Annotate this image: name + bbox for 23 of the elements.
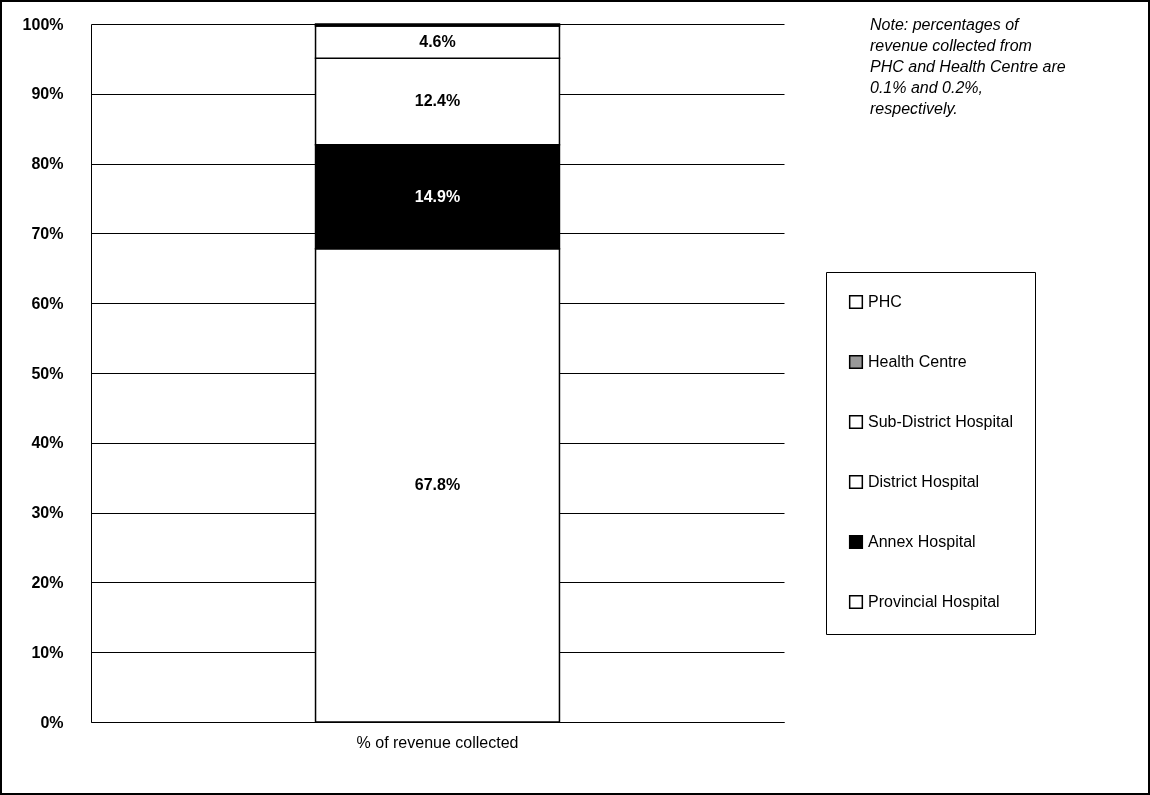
- legend-label: Sub-District Hospital: [868, 413, 1013, 430]
- legend-label: PHC: [868, 293, 902, 310]
- y-tick-label: 40%: [31, 434, 64, 452]
- legend-label: Provincial Hospital: [868, 593, 1000, 610]
- legend-label: Annex Hospital: [868, 533, 976, 550]
- y-tick-label: 60%: [31, 294, 64, 312]
- legend-label: District Hospital: [868, 473, 980, 490]
- data-label: 67.8%: [414, 476, 461, 494]
- y-tick-label: 70%: [31, 224, 64, 242]
- legend-label: Health Centre: [868, 353, 967, 370]
- data-label: 12.4%: [414, 92, 461, 110]
- data-label: 14.9%: [414, 187, 461, 205]
- y-tick-label: 50%: [31, 364, 64, 382]
- y-tick-label: 90%: [31, 85, 64, 103]
- y-tick-label: 10%: [31, 643, 64, 661]
- y-tick-label: 30%: [31, 504, 64, 522]
- x-tick-label: % of revenue collected: [356, 733, 519, 751]
- text: Note: percentages of revenue collected from PHC and Health Centre are 0.1% and 0.2%, respectively.: [870, 15, 1067, 119]
- y-tick-label: 0%: [40, 713, 64, 731]
- y-tick-label: 20%: [31, 573, 64, 591]
- y-tick-label: 80%: [31, 155, 64, 173]
- data-label: 4.6%: [419, 33, 456, 51]
- y-tick-label: 100%: [22, 15, 64, 33]
